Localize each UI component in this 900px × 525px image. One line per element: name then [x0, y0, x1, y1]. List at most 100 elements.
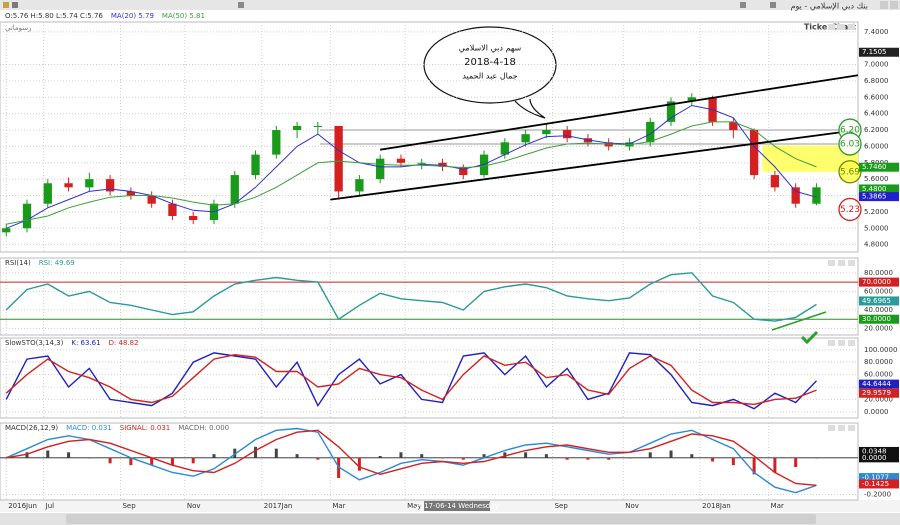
histogram-bar — [711, 457, 715, 462]
histogram-bar — [503, 452, 507, 458]
candle-body — [313, 125, 323, 127]
histogram-bar — [4, 457, 8, 459]
candle-body — [251, 154, 260, 176]
candle-body — [459, 166, 468, 176]
candle-body — [334, 125, 343, 192]
x-tick-label: Jul — [45, 502, 55, 510]
panel-button[interactable] — [848, 24, 855, 30]
candle-body — [687, 97, 696, 102]
y-tick-label: 5.6000 — [864, 175, 889, 183]
candle-body — [417, 162, 426, 164]
x-tick-label: Sep — [122, 502, 136, 510]
bubble-text: 2018-4-18 — [464, 57, 516, 68]
panel-button[interactable] — [848, 425, 855, 431]
price-marker — [859, 379, 899, 389]
scroll-thumb[interactable] — [66, 514, 816, 524]
price-marker — [859, 277, 899, 287]
y-tick-label: 5.0000 — [864, 224, 889, 232]
price-marker-label: 5.4800 — [862, 185, 887, 193]
y-tick-label: 6.0000 — [864, 142, 889, 150]
price-marker — [859, 162, 899, 172]
panel-button[interactable] — [848, 340, 855, 346]
indicator-line — [5, 272, 817, 322]
histogram-bar — [337, 457, 341, 478]
window-button[interactable] — [890, 1, 898, 9]
histogram-bar — [316, 457, 320, 460]
histogram-bar — [524, 452, 528, 458]
panel-button[interactable] — [838, 24, 845, 30]
rsi-trend-arrow — [771, 311, 827, 331]
macd-line — [6, 429, 817, 486]
price-marker — [859, 453, 899, 463]
panel-button[interactable] — [838, 425, 845, 431]
y-tick-label: 6.6000 — [864, 93, 889, 101]
candle-body — [521, 134, 530, 143]
histogram-bar — [814, 457, 818, 459]
candle-body — [396, 158, 406, 163]
window-button[interactable] — [880, 1, 888, 9]
candle-body — [770, 175, 780, 188]
histogram-bar — [544, 454, 548, 458]
price-marker-label: 0.0000 — [862, 454, 887, 462]
histogram-bar — [565, 457, 569, 460]
price-marker — [859, 473, 899, 483]
panel-button[interactable] — [828, 425, 835, 431]
panel-button[interactable] — [848, 260, 855, 266]
price-marker-label: 30.0000 — [862, 315, 891, 323]
histogram-bar — [669, 450, 673, 458]
candle-body — [43, 183, 52, 204]
price-marker-label: -0.1077 — [862, 474, 889, 482]
histogram-bar — [420, 454, 424, 458]
candle-body — [230, 175, 239, 204]
histogram-bar — [607, 457, 611, 460]
x-tick-label: Nov — [625, 502, 639, 510]
candle-body — [646, 121, 655, 143]
y-tick-label: 80.0000 — [864, 269, 893, 277]
price-marker — [859, 479, 899, 489]
y-tick-label: 6.4000 — [864, 110, 889, 118]
panel-button[interactable] — [838, 260, 845, 266]
bubble-text: جمال عبد الحميد — [462, 72, 517, 81]
candle-body — [22, 203, 32, 229]
histogram-bar — [87, 457, 91, 459]
circle-label: 5.69 — [840, 167, 860, 177]
histogram-bar — [274, 448, 278, 458]
price-marker-label: 29.9579 — [862, 389, 891, 397]
legend-entry: SIGNAL: 0.031 — [120, 424, 170, 432]
price-circle — [838, 160, 862, 184]
y-tick-label: 40.0000 — [864, 306, 893, 314]
ma-line — [6, 104, 817, 229]
charts: 4.80005.00005.20005.40005.60005.80006.00… — [0, 12, 899, 511]
circle-label: 6.03 — [840, 139, 860, 149]
candle-body — [562, 130, 572, 139]
check-mark — [800, 330, 819, 345]
candle-body — [542, 130, 551, 135]
price-marker — [859, 314, 899, 324]
histogram-bar — [233, 448, 237, 458]
panel-title: MACD(26,12,9) — [5, 424, 58, 432]
drawings-label[interactable]: رسوماتي — [5, 24, 32, 32]
circle-label: 6.20 — [840, 126, 860, 136]
y-tick-label: 60.0000 — [864, 287, 893, 295]
panel-button[interactable] — [838, 340, 845, 346]
y-tick-label: 4.8000 — [864, 241, 889, 249]
price-marker-label: 7.1505 — [862, 48, 887, 56]
panel-button[interactable] — [828, 260, 835, 266]
x-tick-label: 2016Jun — [8, 502, 37, 510]
candle-body — [729, 121, 738, 131]
trend-line — [330, 129, 859, 201]
panel-button[interactable] — [828, 24, 835, 30]
histogram-bar — [170, 457, 174, 466]
toolbar-icons[interactable] — [3, 2, 776, 8]
panel-button[interactable] — [828, 340, 835, 346]
legend-entry: MA(20) 5.79 — [111, 12, 154, 20]
histogram-bar — [295, 454, 299, 458]
candle-body — [812, 187, 821, 204]
histogram-bar — [191, 457, 195, 464]
price-marker-label: 49.6965 — [862, 297, 891, 305]
histogram-bar — [357, 457, 361, 471]
price-marker — [859, 47, 899, 57]
price-marker — [859, 296, 899, 306]
x-tick-label: Sep — [555, 502, 569, 510]
price-marker-label: -0.1425 — [862, 480, 889, 488]
